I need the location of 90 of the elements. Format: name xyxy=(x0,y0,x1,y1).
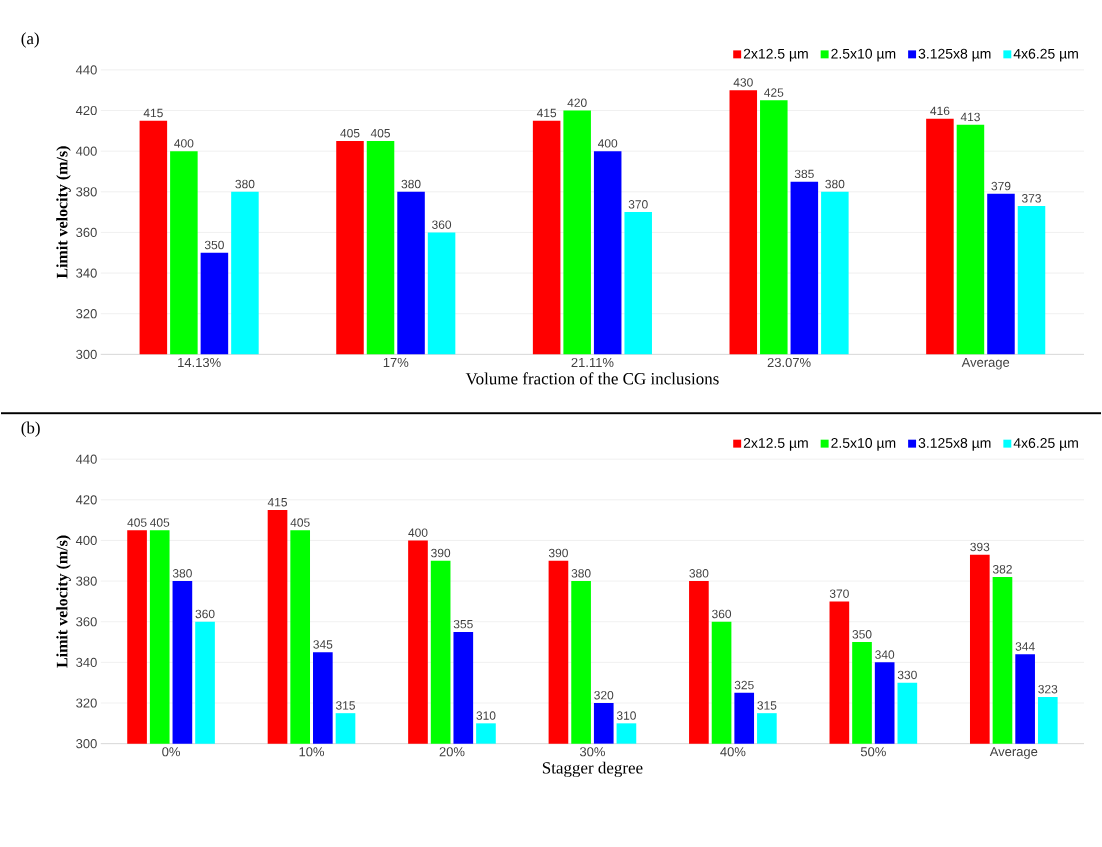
x-tick-label: 40% xyxy=(720,746,746,757)
y-tick-label: 380 xyxy=(76,186,97,197)
legend-label: 3.125x8 µm xyxy=(918,437,991,451)
x-tick-label: 50% xyxy=(860,746,886,757)
data-label: 340 xyxy=(875,650,895,659)
y-tick-label: 420 xyxy=(75,494,97,505)
data-label: 380 xyxy=(401,179,421,189)
data-label: 325 xyxy=(734,680,754,690)
y-tick-label: 360 xyxy=(76,616,97,627)
x-tick-label: Average xyxy=(961,357,1010,370)
y-axis-title: Limit velocity (m/s) xyxy=(56,535,71,668)
y-tick-label: 420 xyxy=(75,105,97,115)
data-label: 380 xyxy=(172,568,192,578)
data-label: 310 xyxy=(476,711,496,720)
data-label: 370 xyxy=(829,589,849,598)
data-label: 405 xyxy=(340,128,360,138)
data-label: 390 xyxy=(431,548,451,558)
data-label: 405 xyxy=(290,518,310,527)
data-label: 413 xyxy=(960,112,980,121)
data-label: 315 xyxy=(335,700,355,710)
data-label: 315 xyxy=(757,700,777,710)
y-tick-label: 380 xyxy=(76,576,97,586)
x-tick-label: 0% xyxy=(162,746,180,757)
x-axis-title: Stagger degree xyxy=(542,761,643,777)
data-label: 393 xyxy=(970,542,990,551)
y-tick-label: 400 xyxy=(75,146,97,156)
data-label: 310 xyxy=(616,711,636,720)
data-label: 350 xyxy=(852,629,872,639)
y-tick-label: 440 xyxy=(75,65,97,75)
y-tick-label: 300 xyxy=(76,349,97,359)
data-label: 405 xyxy=(370,128,390,138)
y-tick-label: 440 xyxy=(75,454,97,464)
legend-label: 2x12.5 µm xyxy=(743,437,808,451)
x-axis-title: Volume fraction of the CG inclusions xyxy=(465,372,719,385)
data-label: 350 xyxy=(204,240,224,249)
legend-label: 4x6.25 µm xyxy=(1013,437,1078,451)
y-tick-label: 300 xyxy=(76,738,97,749)
y-tick-label: 400 xyxy=(75,535,97,545)
y-tick-label: 340 xyxy=(76,268,97,278)
data-label: 380 xyxy=(571,568,591,578)
data-label: 430 xyxy=(733,77,753,87)
data-label: 380 xyxy=(825,179,845,189)
data-label: 400 xyxy=(597,138,618,148)
x-tick-label: 17% xyxy=(383,357,409,367)
y-tick-label: 320 xyxy=(76,698,97,708)
y-tick-label: 320 xyxy=(76,308,97,319)
data-label: 360 xyxy=(712,609,732,618)
data-label: 382 xyxy=(992,564,1012,574)
x-tick-label: 21.11% xyxy=(571,357,614,367)
legend-label: 4x6.25 µm xyxy=(1013,48,1078,62)
data-label: 400 xyxy=(174,138,194,148)
data-label: 380 xyxy=(689,568,709,578)
x-tick-label: Average xyxy=(989,746,1038,759)
legend-label: 2.5x10 µm xyxy=(831,437,896,451)
data-label: 330 xyxy=(897,670,917,679)
data-label: 415 xyxy=(536,108,557,117)
data-label: 405 xyxy=(150,518,170,527)
data-label: 373 xyxy=(1021,193,1041,203)
data-label: 355 xyxy=(453,619,473,629)
x-tick-label: 30% xyxy=(579,746,605,757)
data-label: 416 xyxy=(930,106,950,115)
y-axis-title: Limit velocity (m/s) xyxy=(56,146,71,279)
data-label: 344 xyxy=(1015,642,1035,651)
y-tick-label: 360 xyxy=(76,227,97,237)
data-label: 390 xyxy=(548,548,568,558)
x-tick-label: 10% xyxy=(299,746,325,757)
legend-label: 3.125x8 µm xyxy=(918,48,991,62)
y-tick-label: 340 xyxy=(76,657,97,667)
legend-label: 2.5x10 µm xyxy=(831,48,896,62)
data-label: 360 xyxy=(195,609,215,618)
data-label: 360 xyxy=(432,220,452,229)
data-label: 380 xyxy=(235,179,255,189)
data-label: 345 xyxy=(313,639,333,649)
data-label: 320 xyxy=(594,690,614,700)
data-label: 379 xyxy=(991,181,1011,191)
data-label: 385 xyxy=(794,169,814,178)
data-label: 400 xyxy=(408,528,428,537)
data-label: 415 xyxy=(143,108,163,117)
data-label: 370 xyxy=(628,199,648,209)
x-tick-label: 14.13% xyxy=(178,357,221,367)
data-label: 405 xyxy=(127,518,147,527)
data-label: 323 xyxy=(1038,684,1058,694)
legend-label: 2x12.5 µm xyxy=(743,48,808,62)
data-label: 420 xyxy=(567,98,587,107)
text: (a) xyxy=(21,32,39,48)
text: (b) xyxy=(21,421,40,437)
x-tick-label: 23.07% xyxy=(767,357,811,367)
data-label: 425 xyxy=(764,88,784,97)
data-label: 415 xyxy=(267,497,287,507)
x-tick-label: 20% xyxy=(439,746,465,757)
